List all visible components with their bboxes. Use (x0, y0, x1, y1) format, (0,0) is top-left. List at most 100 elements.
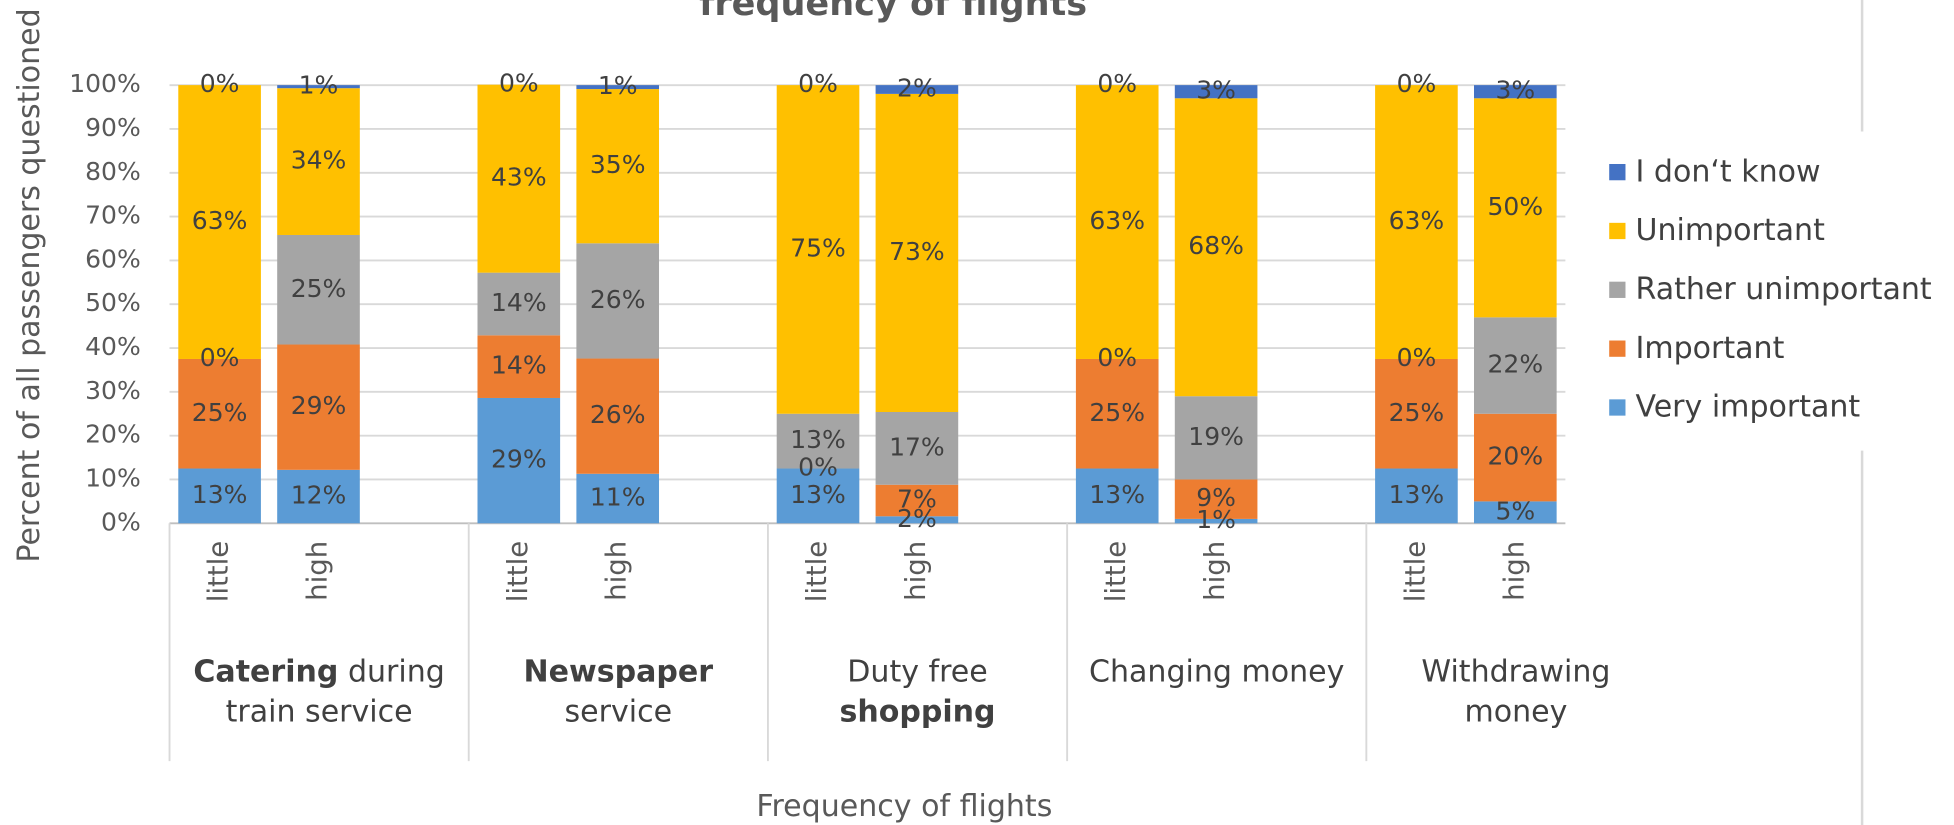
data-label: 0% (798, 69, 838, 98)
y-tick-label: 20% (85, 420, 141, 449)
bar-segment (1474, 85, 1557, 99)
y-axis-title: Percent of all passengers questioned (12, 8, 47, 562)
y-tick-label: 100% (69, 69, 141, 98)
bar-segment (576, 85, 660, 90)
data-label: 75% (790, 233, 846, 262)
x-tick-label: high (302, 541, 334, 601)
x-tick-label: high (601, 541, 633, 601)
bar-segment (1075, 85, 1159, 359)
group-label-part: money (1464, 694, 1567, 729)
data-label: 34% (291, 146, 347, 175)
data-label: 5% (1495, 496, 1535, 525)
bar-segment (1474, 98, 1557, 318)
bar-segment (1375, 85, 1458, 359)
group-label: shopping (840, 694, 996, 729)
data-label: 35% (590, 150, 646, 179)
x-tick-label: high (900, 541, 932, 601)
bar-segment (477, 335, 561, 398)
bar-segment (1075, 358, 1159, 469)
group-label-part: Catering (193, 654, 338, 689)
data-label: 2% (897, 74, 937, 103)
data-label: 26% (590, 400, 646, 429)
data-label: 12% (291, 481, 347, 510)
group-label-part: service (565, 694, 673, 729)
y-tick-label: 60% (85, 244, 141, 273)
data-label: 26% (590, 285, 646, 314)
data-label: 22% (1488, 350, 1544, 379)
group-label-part: during (338, 654, 444, 689)
bar-segment (1474, 317, 1557, 414)
data-label: 2% (897, 504, 937, 533)
bar-segment (277, 344, 360, 470)
data-label: 25% (192, 398, 248, 427)
data-label: 11% (590, 483, 646, 512)
data-label: 29% (291, 391, 347, 420)
group-label-part: Withdrawing (1421, 654, 1610, 689)
data-label: 63% (192, 206, 248, 235)
data-label: 13% (790, 480, 846, 509)
group-label-part: Changing money (1089, 654, 1344, 689)
group-label: service (565, 694, 673, 729)
y-tick-label: 80% (85, 157, 141, 186)
data-label: 1% (1196, 505, 1236, 534)
bar-segment (1174, 98, 1258, 397)
x-tick-label: little (801, 541, 833, 602)
data-label: 29% (491, 445, 547, 474)
bar-segment (1075, 468, 1159, 524)
data-label: 25% (291, 274, 347, 303)
data-label: 14% (491, 288, 547, 317)
data-label: 13% (192, 480, 248, 509)
x-tick-label: high (1199, 541, 1231, 601)
data-label: 73% (889, 237, 945, 266)
data-label: 0% (499, 69, 539, 98)
y-tick-label: 70% (85, 201, 141, 230)
bar-segment (1174, 396, 1258, 480)
data-label: 68% (1188, 231, 1244, 260)
data-label: 13% (1089, 480, 1145, 509)
data-label: 25% (1389, 398, 1445, 427)
bar-segment (875, 484, 959, 517)
y-tick-label: 10% (85, 463, 141, 492)
legend-marker (1609, 222, 1626, 240)
bar-segment (277, 85, 360, 89)
group-label: Catering during (193, 654, 444, 689)
data-label: 14% (491, 351, 547, 380)
data-label: 50% (1488, 192, 1544, 221)
data-label: 19% (1188, 422, 1244, 451)
data-label: 13% (790, 425, 846, 454)
bar-segment (576, 473, 660, 524)
bar-segment (477, 84, 561, 273)
bar-segment (1474, 413, 1557, 502)
bar-segment (178, 468, 261, 524)
x-tick-label: little (203, 541, 235, 602)
bar-segment (1174, 518, 1258, 524)
data-label: 3% (1196, 76, 1236, 105)
bar-segment (776, 85, 860, 414)
group-label: train service (226, 694, 413, 729)
bar-segment (178, 358, 261, 469)
legend-marker (1609, 163, 1626, 181)
data-label: 0% (1097, 69, 1137, 98)
bar-segment (875, 93, 959, 412)
y-tick-label: 30% (85, 376, 141, 405)
legend-label: Very important (1635, 390, 1860, 425)
bar-segment (576, 243, 660, 359)
bar-segment (1474, 501, 1557, 524)
data-label: 3% (1495, 76, 1535, 105)
data-label: 1% (299, 71, 339, 100)
group-label: Withdrawing (1421, 654, 1610, 689)
data-label: 7% (897, 485, 937, 514)
y-tick-label: 90% (85, 113, 141, 142)
legend-label: Unimportant (1635, 213, 1825, 248)
bar-segment (576, 358, 660, 474)
data-label: 0% (798, 453, 838, 482)
bar-segment (576, 89, 660, 244)
x-tick-label: little (1399, 541, 1431, 602)
group-label: money (1464, 694, 1567, 729)
bar-segment (776, 468, 860, 524)
x-tick-label: high (1498, 541, 1530, 601)
data-label: 0% (1397, 69, 1437, 98)
group-label: Newspaper (524, 654, 714, 689)
group-label: Changing money (1089, 654, 1344, 689)
